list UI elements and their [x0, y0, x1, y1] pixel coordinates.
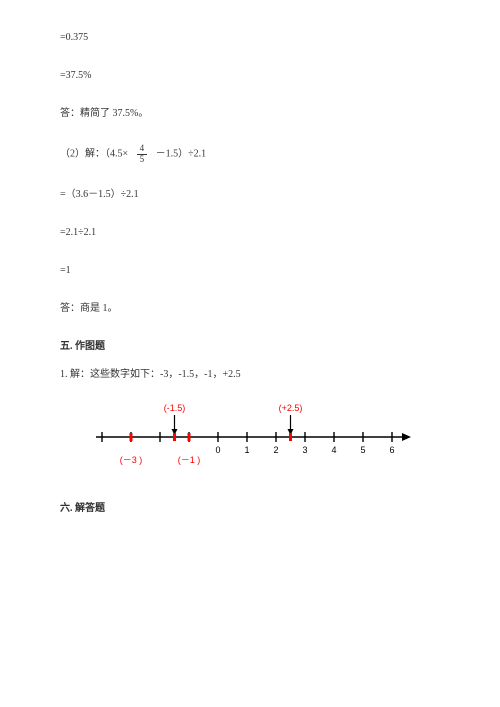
step3-prefix: （2）解：（4.5× [60, 149, 128, 160]
solution-step-4: =（3.6－1.5）÷2.1 [60, 187, 440, 203]
solution-answer-2: 答：商是 1。 [60, 301, 440, 317]
number-line-svg: 0 1 2 3 4 5 6 (-1.5) (+2.5) (－3 ) (－1 ) [90, 397, 420, 477]
solution-step-1: =0.375 [60, 30, 440, 46]
section-5-title: 五. 作图题 [60, 339, 440, 355]
svg-text:5: 5 [360, 445, 365, 455]
svg-text:6: 6 [389, 445, 394, 455]
page-content: =0.375 =37.5% 答：精简了 37.5%。 （2）解：（4.5× 4 … [0, 0, 500, 569]
solution-answer-1: 答：精简了 37.5%。 [60, 106, 440, 122]
svg-text:(-1.5): (-1.5) [164, 403, 186, 413]
fraction-denominator: 5 [137, 155, 148, 165]
svg-text:4: 4 [331, 445, 336, 455]
step3-suffix: －1.5）÷2.1 [156, 149, 207, 160]
svg-text:2: 2 [273, 445, 278, 455]
svg-text:1: 1 [244, 445, 249, 455]
solution-step-2: =37.5% [60, 68, 440, 84]
section-6-title: 六. 解答题 [60, 501, 440, 517]
number-line-figure: 0 1 2 3 4 5 6 (-1.5) (+2.5) (－3 ) (－1 ) [90, 397, 440, 477]
solution-step-3: （2）解：（4.5× 4 5 －1.5）÷2.1 [60, 144, 440, 165]
svg-text:(－3 ): (－3 ) [120, 455, 143, 465]
fraction-four-fifths: 4 5 [137, 144, 148, 165]
svg-text:0: 0 [215, 445, 220, 455]
svg-text:(－1 ): (－1 ) [178, 455, 201, 465]
solution-step-5: =2.1÷2.1 [60, 225, 440, 241]
section-5-prompt: 1. 解：这些数字如下：-3，-1.5，-1，+2.5 [60, 367, 440, 383]
svg-text:(+2.5): (+2.5) [279, 403, 303, 413]
svg-text:3: 3 [302, 445, 307, 455]
solution-step-6: =1 [60, 263, 440, 279]
